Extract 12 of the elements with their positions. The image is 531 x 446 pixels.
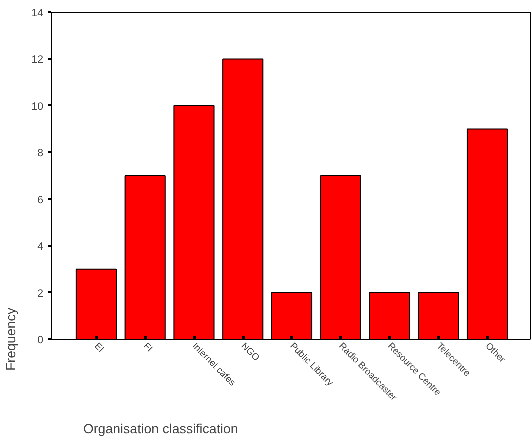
x-tick-label: FI [142, 340, 155, 354]
y-tick-label: 10 [32, 100, 44, 113]
y-tick-label: 2 [38, 288, 44, 300]
y-tick-label: 4 [38, 241, 44, 254]
y-tick-label: 8 [38, 148, 44, 160]
y-tick-label: 12 [32, 54, 44, 66]
y-axis-title: Frequency [4, 308, 19, 371]
y-tick-label: 6 [38, 194, 44, 206]
x-tick-label: EI [92, 340, 106, 354]
y-tick-label: 0 [38, 334, 44, 346]
y-tick-label: 14 [32, 8, 44, 20]
x-axis-title: Organisation classification [84, 422, 238, 436]
